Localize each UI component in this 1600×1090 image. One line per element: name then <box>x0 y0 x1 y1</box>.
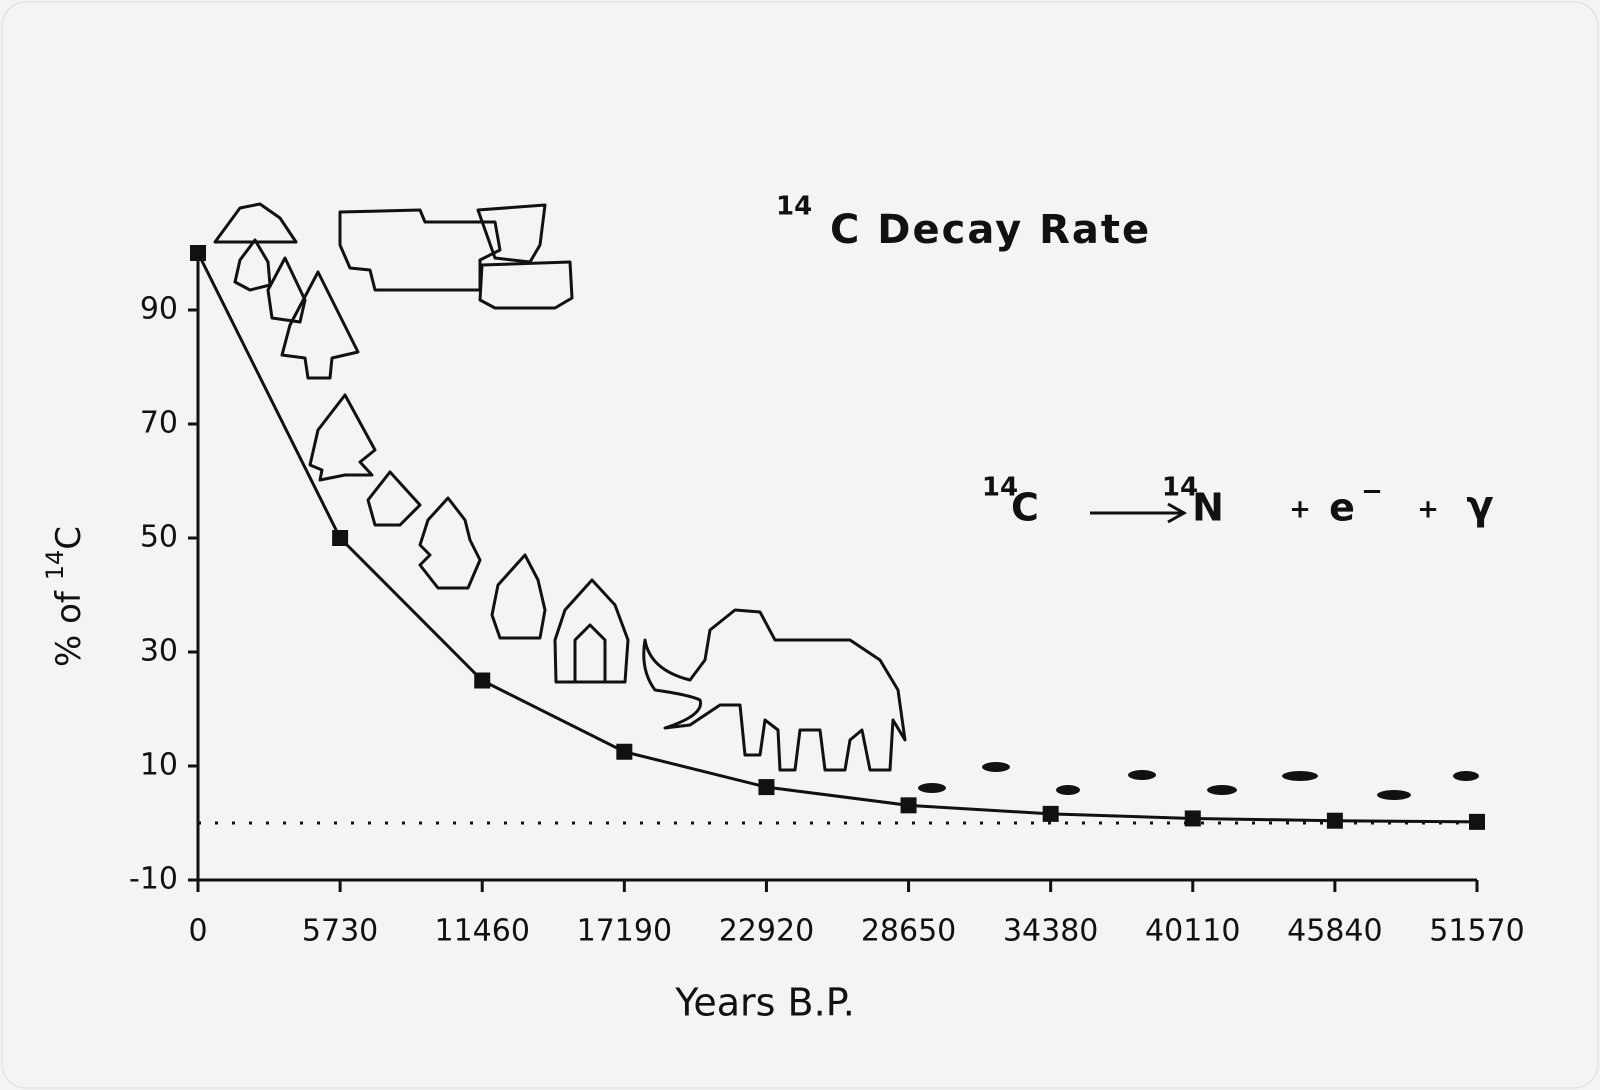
equation-part: γ <box>1466 483 1493 529</box>
equation-part: 14 <box>1162 473 1198 503</box>
icon-mammoth <box>642 608 907 772</box>
x-tick-label: 17190 <box>577 914 672 949</box>
dash <box>1128 770 1156 780</box>
data-point <box>332 530 349 546</box>
dash <box>1207 785 1237 795</box>
title-superscript: 14 <box>776 192 812 222</box>
icon-arrowhead <box>213 202 298 244</box>
equation-part: + <box>1289 495 1311 525</box>
x-tick-label: 34380 <box>1003 914 1098 949</box>
equation-part: e <box>1329 486 1355 530</box>
data-point <box>616 743 633 760</box>
y-axis-label-part: % of <box>49 580 89 667</box>
equation-part: − <box>1361 477 1383 507</box>
data-line <box>196 252 1478 824</box>
icon-point <box>280 270 360 380</box>
icon-stone <box>476 203 547 264</box>
icons <box>213 202 907 772</box>
y-axis-label-part: 14 <box>41 550 69 581</box>
x-tick-label: 22920 <box>719 914 814 949</box>
x-tick-label: 0 <box>188 914 207 949</box>
icon-tree <box>418 496 482 590</box>
y-tick-label: 50 <box>140 520 178 555</box>
data-point <box>1326 812 1343 829</box>
dash <box>982 762 1010 772</box>
icon-point <box>233 238 272 292</box>
data-point <box>900 797 917 814</box>
y-axis-label-part: C <box>49 526 89 550</box>
dash <box>1282 771 1318 781</box>
y-tick-label: 10 <box>140 748 178 783</box>
dash <box>918 783 946 793</box>
icon-point <box>308 393 377 482</box>
y-axis-label: % of 14C <box>41 526 89 667</box>
icon-point <box>490 553 547 640</box>
icon-stone <box>478 260 574 310</box>
chart-title: C Decay Rate <box>830 207 1151 253</box>
icon-point <box>366 470 422 527</box>
x-tick-label: 40110 <box>1145 914 1240 949</box>
equation-part: C <box>1011 486 1039 530</box>
equation-part: N <box>1192 486 1224 530</box>
equation-part: + <box>1417 495 1439 525</box>
data-point <box>1184 810 1201 827</box>
dash <box>1377 790 1411 800</box>
y-tick-label: 90 <box>140 292 178 327</box>
x-tick-label: 28650 <box>861 914 956 949</box>
data-point <box>1042 805 1059 822</box>
data-point <box>758 779 775 796</box>
icon-point <box>553 578 630 684</box>
icon-point <box>266 256 307 324</box>
x-tick-label: 11460 <box>435 914 530 949</box>
data-point <box>1469 813 1485 830</box>
equation-part: 14 <box>982 473 1018 503</box>
y-tick-label: 70 <box>140 406 178 441</box>
data-point <box>190 245 206 261</box>
equation-arrowhead <box>1167 502 1188 524</box>
x-tick-label: 45840 <box>1287 914 1382 949</box>
dash <box>1056 785 1080 795</box>
dash <box>1453 771 1479 781</box>
y-tick-label: 30 <box>140 634 178 669</box>
x-axis-label: Years B.P. <box>674 981 855 1025</box>
x-tick-label: 51570 <box>1429 914 1524 949</box>
data-point <box>474 672 491 689</box>
dashes <box>918 762 1479 800</box>
y-tick-label: -10 <box>129 862 178 897</box>
x-tick-label: 5730 <box>302 914 378 949</box>
